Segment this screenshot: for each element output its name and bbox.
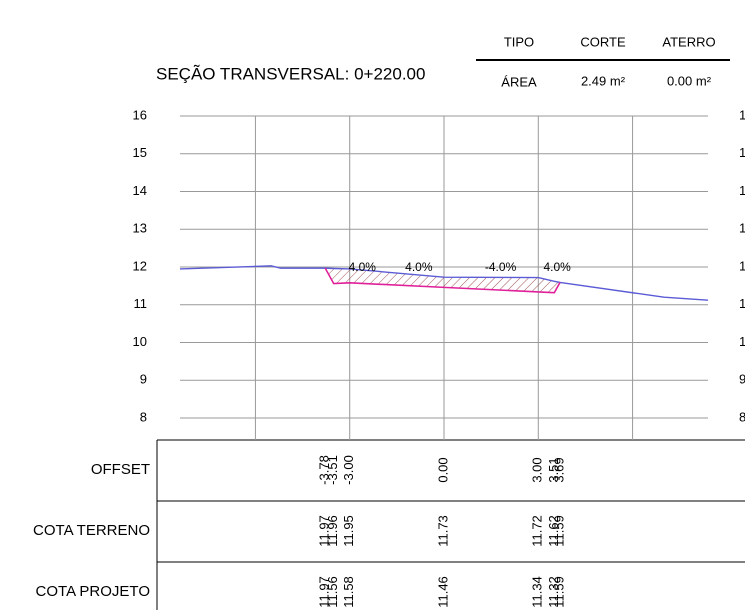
table-cell: 11.32: [546, 576, 561, 608]
y2-tick-label: 9: [739, 372, 745, 387]
table-cell: 3.69: [551, 457, 566, 482]
y-tick-label: 15: [133, 145, 147, 160]
y-tick-label: 9: [140, 372, 147, 387]
info-header: ATERRO: [662, 34, 715, 49]
info-header: TIPO: [504, 34, 534, 49]
y2-tick-label: 10: [739, 334, 745, 349]
info-header: CORTE: [580, 34, 626, 49]
table-cell: 11.72: [530, 515, 545, 547]
y-tick-label: 8: [140, 409, 147, 424]
info-cell: 0.00 m²: [667, 73, 712, 88]
y-tick-label: 16: [133, 107, 147, 122]
slope-label: 4.0%: [405, 260, 433, 274]
slope-label: -4.0%: [485, 260, 517, 274]
slope-label: 4.0%: [349, 260, 377, 274]
y2-tick-label: 16: [739, 107, 745, 122]
table-cell: 0.00: [435, 457, 450, 482]
table-cell: 11.96: [325, 515, 340, 547]
table-cell: 11.95: [341, 515, 356, 547]
table-cell: 11.56: [325, 576, 340, 608]
y-tick-label: 14: [133, 183, 147, 198]
table-cell: 3.00: [530, 457, 545, 482]
row-label: COTA TERRENO: [33, 522, 150, 539]
y2-tick-label: 12: [739, 258, 745, 273]
series-line: [324, 267, 561, 294]
info-cell: ÁREA: [501, 74, 537, 89]
y2-tick-label: 14: [739, 183, 745, 198]
table-cell: 11.97: [317, 515, 332, 547]
y-tick-label: 13: [133, 221, 147, 236]
table-cell: 11.97: [317, 576, 332, 608]
table-cell: 11.46: [435, 576, 450, 608]
series-line: [179, 265, 709, 301]
y-tick-label: 10: [133, 334, 147, 349]
y2-tick-label: 8: [739, 409, 745, 424]
table-cell: 11.59: [551, 515, 566, 547]
table-cell: 3.51: [546, 457, 561, 482]
y2-tick-label: 11: [739, 296, 745, 311]
cut-area: [325, 268, 560, 293]
table-cell: 11.73: [435, 515, 450, 547]
y2-tick-label: 13: [739, 221, 745, 236]
table-cell: -3.00: [341, 455, 356, 485]
table-cell: 11.34: [530, 576, 545, 608]
row-label: COTA PROJETO: [36, 583, 150, 600]
y-tick-label: 12: [133, 258, 147, 273]
table-cell: 11.58: [341, 576, 356, 608]
table-cell: 11.62: [546, 515, 561, 547]
table-cell: 11.59: [551, 576, 566, 608]
info-cell: 2.49 m²: [581, 73, 626, 88]
y2-tick-label: 15: [739, 145, 745, 160]
y-tick-label: 11: [134, 296, 148, 311]
slope-label: 4.0%: [543, 260, 571, 274]
table-cell: -3.78: [317, 455, 332, 485]
table-cell: -3.51: [325, 455, 340, 485]
chart-title: SEÇÃO TRANSVERSAL: 0+220.00: [156, 64, 425, 83]
row-label: OFFSET: [91, 461, 150, 478]
